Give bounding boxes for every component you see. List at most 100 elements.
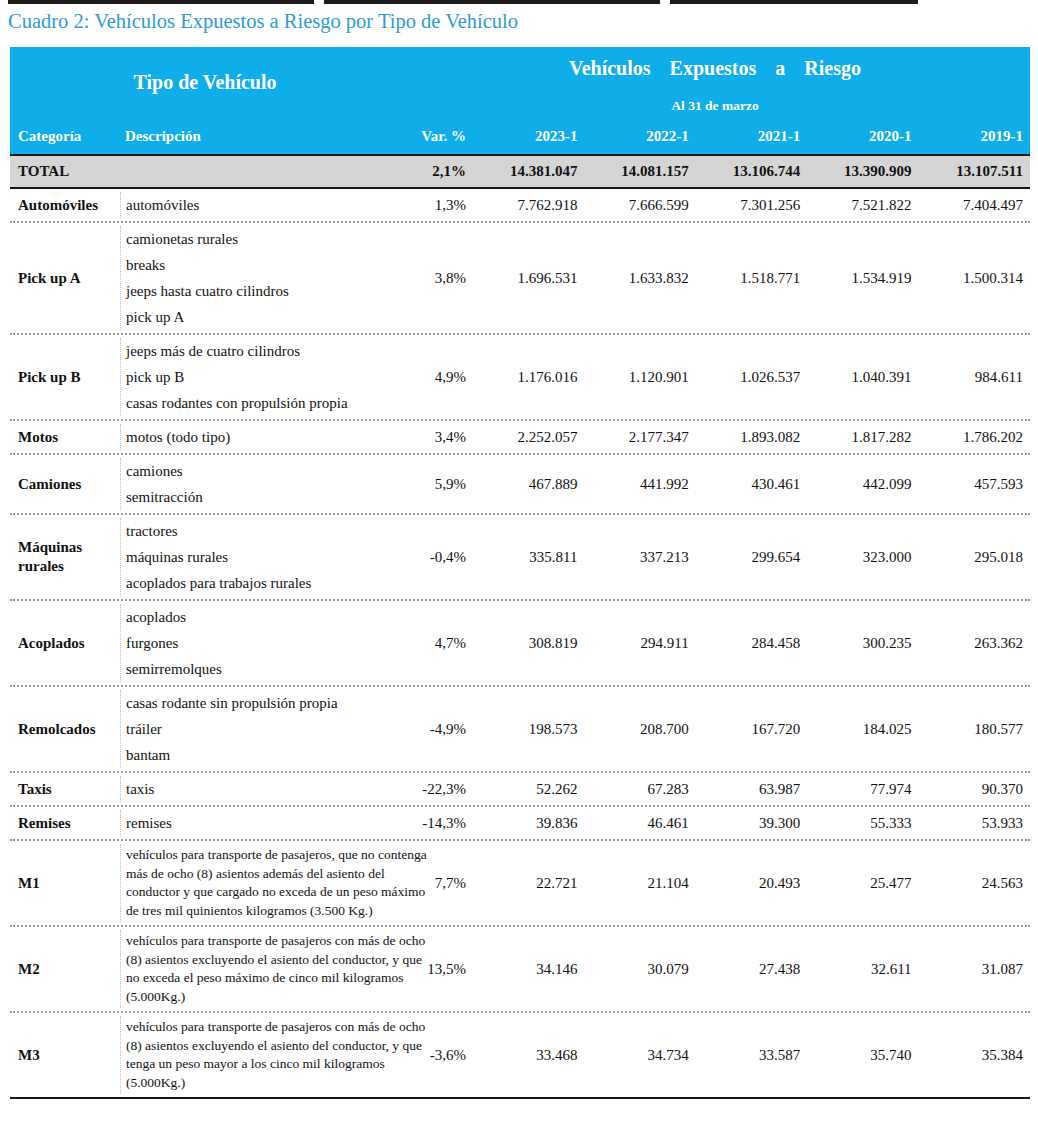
var-cell: 4,9% (400, 369, 473, 386)
value-cell: 21.104 (584, 875, 695, 892)
total-value: 14.381.047 (473, 163, 584, 180)
value-cell: 1.518.771 (696, 270, 807, 287)
value-cell: 323.000 (807, 549, 918, 566)
value-cell: 39.300 (696, 815, 807, 832)
table-caption: Cuadro 2: Vehículos Expuestos a Riesgo p… (8, 10, 1038, 33)
value-cell: 33.587 (696, 1047, 807, 1064)
category-cell: M3 (10, 1046, 120, 1065)
value-cell: 63.987 (696, 781, 807, 798)
value-cell: 1.786.202 (919, 429, 1030, 446)
table-row-m2: M2 vehículos para transporte de pasajero… (10, 925, 1030, 1011)
table-row-acoplados: Acoplados acoplados furgones semirremolq… (10, 599, 1030, 685)
table-row-motos: Motos motos (todo tipo) 3,4% 2.252.057 2… (10, 419, 1030, 453)
value-cell: 180.577 (919, 721, 1030, 738)
value-cell: 7.762.918 (473, 197, 584, 214)
var-cell: 1,3% (400, 197, 473, 214)
description-item: camiones (126, 458, 400, 484)
value-cell: 90.370 (919, 781, 1030, 798)
value-cell: 1.026.537 (696, 369, 807, 386)
header-main-title: Vehículos Expuestos a Riesgo (400, 53, 1030, 80)
value-cell: 25.477 (807, 875, 918, 892)
description-item: jeeps hasta cuatro cilindros (126, 278, 400, 304)
description-item: motos (todo tipo) (126, 424, 400, 450)
var-cell: 13,5% (400, 961, 473, 978)
category-cell: M1 (10, 874, 120, 893)
value-cell: 2.252.057 (473, 429, 584, 446)
header-left-title: Tipo de Vehículo (10, 53, 400, 114)
value-cell: 300.235 (807, 635, 918, 652)
col-header-2020: 2020-1 (807, 128, 918, 145)
value-cell: 284.458 (696, 635, 807, 652)
table-header: Tipo de Vehículo Vehículos Expuestos a R… (10, 47, 1030, 154)
description-item: tráiler (126, 716, 400, 742)
var-cell: 3,4% (400, 429, 473, 446)
value-cell: 430.461 (696, 476, 807, 493)
value-cell: 30.079 (584, 961, 695, 978)
category-cell: Acoplados (10, 634, 120, 653)
table-row-pickup-b: Pick up B jeeps más de cuatro cilindros … (10, 333, 1030, 419)
description-item: pick up A (126, 304, 400, 330)
value-cell: 34.734 (584, 1047, 695, 1064)
description-item: vehículos para transporte de pasajeros, … (126, 844, 428, 922)
var-cell: -14,3% (400, 815, 473, 832)
value-cell: 20.493 (696, 875, 807, 892)
value-cell: 7.666.599 (584, 197, 695, 214)
value-cell: 295.018 (919, 549, 1030, 566)
table-row-m3: M3 vehículos para transporte de pasajero… (10, 1011, 1030, 1097)
value-cell: 24.563 (919, 875, 1030, 892)
description-item: casas rodantes con propulsión propia (126, 390, 400, 416)
category-cell: Pick up B (10, 368, 120, 387)
value-cell: 294.911 (584, 635, 695, 652)
value-cell: 457.593 (919, 476, 1030, 493)
description-item: acoplados para trabajos rurales (126, 570, 400, 596)
table-row-automoviles: Automóviles automóviles 1,3% 7.762.918 7… (10, 189, 1030, 221)
total-value: 14.081.157 (584, 163, 695, 180)
total-value: 13.390.909 (807, 163, 918, 180)
value-cell: 167.720 (696, 721, 807, 738)
category-cell: Camiones (10, 475, 120, 494)
column-header-row: Categoría Descripción Var. % 2023-1 2022… (10, 114, 1030, 154)
var-cell: -4,9% (400, 721, 473, 738)
value-cell: 1.893.082 (696, 429, 807, 446)
value-cell: 7.521.822 (807, 197, 918, 214)
var-cell: -22,3% (400, 781, 473, 798)
value-cell: 1.696.531 (473, 270, 584, 287)
value-cell: 335.811 (473, 549, 584, 566)
table-row-remises: Remises remises -14,3% 39.836 46.461 39.… (10, 805, 1030, 839)
value-cell: 1.633.832 (584, 270, 695, 287)
total-value: 13.106.744 (696, 163, 807, 180)
value-cell: 33.468 (473, 1047, 584, 1064)
value-cell: 7.404.497 (919, 197, 1030, 214)
description-item: máquinas rurales (126, 544, 400, 570)
description-item: semirremolques (126, 656, 400, 682)
value-cell: 32.611 (807, 961, 918, 978)
description-item: bantam (126, 742, 400, 768)
var-cell: 3,8% (400, 270, 473, 287)
cropped-top-rule (8, 0, 918, 4)
description-item: casas rodante sin propulsión propia (126, 690, 400, 716)
description-item: jeeps más de cuatro cilindros (126, 338, 400, 364)
description-item: tractores (126, 518, 400, 544)
description-item: camionetas rurales (126, 226, 400, 252)
category-cell: Automóviles (10, 196, 120, 215)
var-cell: 4,7% (400, 635, 473, 652)
col-header-categoria: Categoría (10, 128, 120, 145)
table-row-remolcados: Remolcados casas rodante sin propulsión … (10, 685, 1030, 771)
var-cell: -3,6% (400, 1047, 473, 1064)
description-item: vehículos para transporte de pasajeros c… (126, 930, 428, 1008)
value-cell: 77.974 (807, 781, 918, 798)
value-cell: 299.654 (696, 549, 807, 566)
value-cell: 184.025 (807, 721, 918, 738)
category-cell: Pick up A (10, 269, 120, 288)
category-cell: Taxis (10, 780, 120, 799)
value-cell: 2.177.347 (584, 429, 695, 446)
category-cell: Remises (10, 814, 120, 833)
value-cell: 46.461 (584, 815, 695, 832)
header-subtitle: Al 31 de marzo (400, 98, 1030, 114)
category-cell: Máquinas rurales (10, 538, 120, 576)
value-cell: 55.333 (807, 815, 918, 832)
var-cell: 7,7% (400, 875, 473, 892)
category-cell: M2 (10, 960, 120, 979)
description-item: furgones (126, 630, 400, 656)
value-cell: 53.933 (919, 815, 1030, 832)
